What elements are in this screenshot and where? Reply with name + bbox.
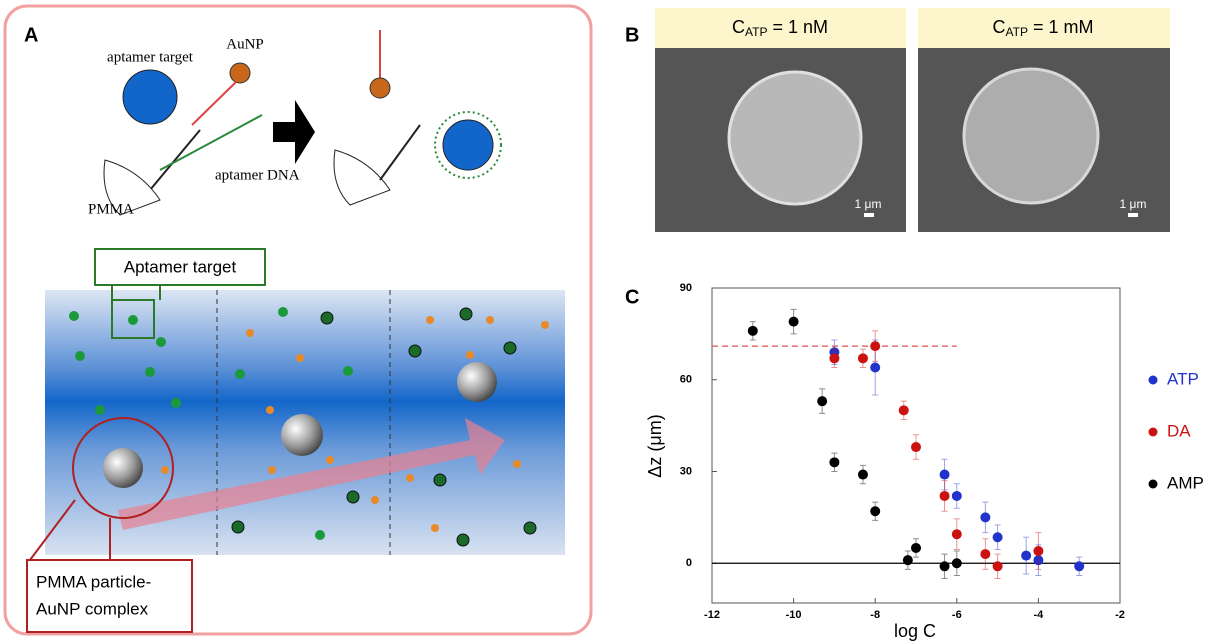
particle — [103, 448, 143, 488]
data-point — [980, 549, 990, 559]
legend-marker — [1149, 480, 1158, 489]
data-point — [1033, 546, 1043, 556]
label: PMMA — [88, 201, 134, 217]
data-point — [940, 470, 950, 480]
callout-label: PMMA particle- — [36, 572, 151, 591]
aunp-icon — [370, 78, 390, 98]
scale-bar — [1128, 213, 1138, 217]
y-axis-label: Δz (μm) — [645, 414, 665, 477]
panel-c: C log C Δz (μm) -12 -10 -8 -6 -4 -2 0 30 60 90 ATP… — [625, 282, 1204, 641]
callout-label: Aptamer target — [124, 257, 237, 276]
data-point — [940, 491, 950, 501]
particle — [457, 362, 497, 402]
data-point — [993, 561, 1003, 571]
data-point — [993, 532, 1003, 542]
x-tick-label: -6 — [952, 609, 962, 621]
data-point — [911, 442, 921, 452]
legend-label: AMP — [1167, 473, 1204, 492]
y-tick-label: 60 — [680, 374, 692, 386]
data-point — [829, 457, 839, 467]
data-point — [1021, 551, 1031, 561]
x-tick-label: -2 — [1115, 609, 1125, 621]
data-point — [829, 353, 839, 363]
condition: = 1 mM — [1028, 17, 1094, 37]
scale-bar-label: 1 μm — [855, 197, 882, 211]
symbol: C — [732, 17, 745, 37]
data-point — [870, 341, 880, 351]
sem-image: CATP = 1 mM 1 μm — [918, 8, 1170, 232]
condition: = 1 nM — [767, 17, 828, 37]
data-point — [899, 405, 909, 415]
x-tick-label: -4 — [1034, 609, 1045, 621]
subscript: ATP — [1006, 25, 1028, 39]
data-point — [952, 491, 962, 501]
legend-marker — [1149, 428, 1158, 437]
data-point — [858, 353, 868, 363]
data-point — [748, 326, 758, 336]
x-tick-label: -8 — [870, 609, 880, 621]
data-point — [980, 512, 990, 522]
data-point — [817, 396, 827, 406]
scale-bar-label: 1 μm — [1120, 197, 1147, 211]
data-point — [1074, 561, 1084, 571]
y-tick-label: 0 — [686, 557, 692, 569]
data-point — [870, 363, 880, 373]
y-tick-label: 30 — [680, 465, 692, 477]
scale-bar — [864, 213, 874, 217]
target-icon — [443, 120, 493, 170]
figure: A aptamer target AuNP PMMA aptamer DNA A… — [0, 0, 1213, 641]
panel-label: C — [625, 286, 639, 308]
symbol: C — [993, 17, 1006, 37]
particle — [729, 72, 861, 204]
sem-image: CATP = 1 nM 1 μm — [655, 8, 906, 232]
target-icon — [123, 70, 177, 124]
particle — [281, 414, 323, 456]
legend-label: DA — [1167, 421, 1191, 440]
data-point — [858, 470, 868, 480]
data-point — [789, 317, 799, 327]
data-point — [952, 529, 962, 539]
x-axis-label: log C — [894, 621, 936, 641]
legend-marker — [1149, 376, 1158, 385]
label: aptamer DNA — [215, 167, 300, 183]
callout-label: AuNP complex — [36, 599, 149, 618]
callout — [27, 560, 192, 632]
panel-a: A aptamer target AuNP PMMA aptamer DNA A… — [5, 6, 591, 634]
panel-b: B CATP = 1 nM 1 μm CATP = 1 mM 1 μm — [625, 8, 1170, 232]
label: aptamer target — [107, 49, 194, 65]
panel-label: B — [625, 24, 639, 46]
label: AuNP — [226, 36, 264, 52]
legend-label: ATP — [1167, 369, 1199, 388]
data-point — [940, 561, 950, 571]
data-point — [911, 543, 921, 553]
subscript: ATP — [745, 25, 767, 39]
particle — [964, 69, 1098, 203]
panel-label: A — [24, 24, 38, 46]
data-point — [952, 558, 962, 568]
aunp-icon — [230, 63, 250, 83]
x-tick-label: -10 — [786, 609, 802, 621]
data-point — [903, 555, 913, 565]
x-tick-label: -12 — [704, 609, 720, 621]
y-tick-label: 90 — [680, 282, 692, 294]
data-point — [870, 506, 880, 516]
